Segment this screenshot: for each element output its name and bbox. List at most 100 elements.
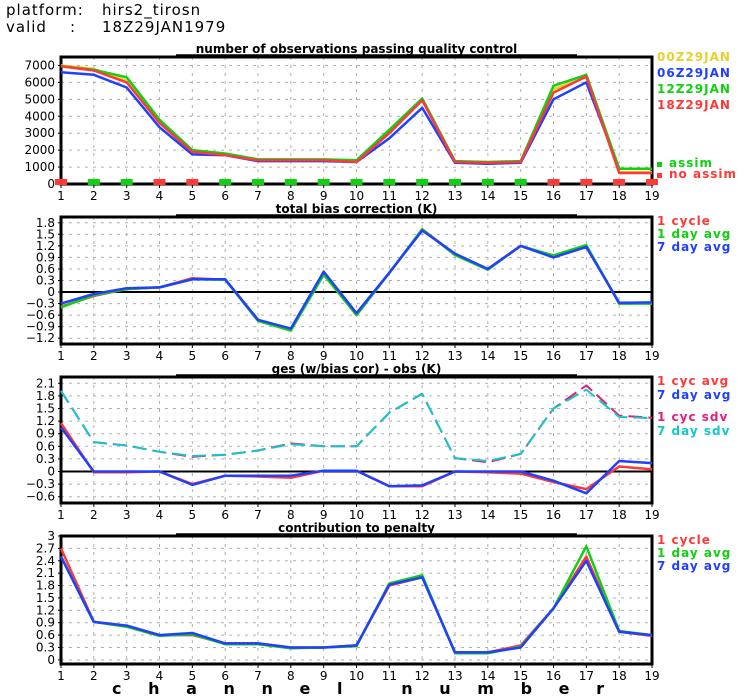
x-tick-label: 10 [349,508,364,522]
y-tick-label: 2.1 [36,566,55,580]
legend-entry: 1 day avg [657,546,731,560]
x-tick-label: 9 [320,508,328,522]
y-tick-label: 0.9 [36,250,55,264]
x-tick-label: 13 [447,508,462,522]
x-tick-label: 17 [579,189,594,203]
x-tick-label: 4 [156,349,164,363]
y-tick-label: 2000 [24,143,55,157]
assim-marker [613,179,626,185]
panel-1: number of observations passing quality c… [24,42,736,203]
y-tick-label: 1.2 [36,239,55,253]
assim-marker [646,179,658,185]
header: platform: hirs2_tirosn valid: 18Z29JAN1979 [6,2,226,36]
y-tick-label: −0.3 [26,297,55,311]
x-tick-label: 5 [189,189,197,203]
y-tick-label: 0.9 [36,427,55,441]
x-tick-label: 15 [513,669,528,683]
series-line-12z29jan [60,65,652,171]
x-tick-label: 11 [382,669,397,683]
x-tick-label: 14 [480,189,495,203]
x-axis-label: c h a n n e l n u m b e r [112,679,604,698]
x-tick-label: 11 [382,349,397,363]
assim-marker [317,179,330,185]
x-tick-label: 5 [189,349,197,363]
assim-marker [580,179,593,185]
legend-entry: 7 day sdv [657,424,730,438]
assim-marker [284,179,297,185]
x-tick-label: 14 [480,508,495,522]
x-tick-label: 8 [287,189,295,203]
valid-label: valid [6,18,47,36]
x-tick-label: 13 [447,349,462,363]
legend-entry: 1 cycle [657,533,711,547]
assim-marker [252,179,264,185]
assim-marker [416,179,429,185]
platform-value: hirs2_tirosn [102,1,202,19]
x-tick-label: 4 [156,508,164,522]
x-tick-label: 2 [90,669,98,683]
x-tick-label: 5 [189,669,197,683]
x-tick-label: 8 [287,349,295,363]
legend-entry: 1 cyc avg [657,374,729,388]
x-tick-label: 14 [480,669,495,683]
series-line-7-day-avg [59,556,653,654]
assim-marker [120,179,133,185]
platform-label: platform: [6,1,84,19]
legend-entry: 12Z29JAN [657,82,731,96]
x-tick-label: 2 [90,349,98,363]
x-tick-label: 1 [57,508,65,522]
x-tick-label: 13 [447,669,462,683]
y-tick-label: 1.2 [36,603,55,617]
x-tick-label: 3 [123,508,131,522]
legend-entry: 1 day avg [657,227,731,241]
valid-value: 18Z29JAN1979 [102,18,227,36]
assim-marker [481,179,494,185]
x-tick-label: 19 [644,669,659,683]
x-tick-label: 16 [546,349,561,363]
x-tick-label: 18 [612,669,627,683]
y-tick-label: −0.6 [26,308,55,322]
x-tick-label: 12 [415,349,430,363]
x-tick-label: 2 [90,189,98,203]
x-tick-label: 6 [221,189,229,203]
x-tick-label: 1 [57,669,65,683]
x-tick-label: 13 [447,189,462,203]
x-tick-label: 14 [480,349,495,363]
y-tick-label: 0.3 [36,274,55,288]
y-tick-label: 5000 [24,92,55,106]
x-tick-label: 19 [644,508,659,522]
y-tick-label: 0.6 [36,262,55,276]
series-line-7-day-avg [59,426,653,495]
y-tick-label: 0 [47,465,55,479]
x-tick-label: 5 [189,508,197,522]
y-tick-label: 1000 [24,160,55,174]
y-tick-label: 1.5 [36,227,55,241]
legend-entry: 7 day avg [657,388,731,402]
panel-2: total bias correction (K) −1.2−0.9−0.6−0.… [26,202,731,363]
x-tick-label: 1 [57,189,65,203]
assim-marker [514,179,527,185]
x-tick-label: 17 [579,349,594,363]
x-tick-label: 19 [644,349,659,363]
valid-row: valid: 18Z29JAN1979 [6,19,226,36]
y-tick-label: 1.8 [36,579,55,593]
x-tick-label: 8 [287,669,295,683]
x-tick-label: 16 [546,189,561,203]
x-tick-label: 10 [349,669,364,683]
series-line-7-day-sdv [60,388,653,462]
x-tick-label: 12 [415,189,430,203]
x-tick-label: 9 [320,669,328,683]
x-tick-label: 18 [612,189,627,203]
panel-title: total bias correction (K) [276,202,438,216]
x-tick-label: 10 [349,189,364,203]
assim-marker [449,179,461,185]
x-tick-label: 15 [513,508,528,522]
y-tick-label: 0.3 [36,640,55,654]
series-line-18z29jan [60,65,652,175]
legend-entry: 7 day avg [657,559,731,573]
legend-entry: 1 cycle [657,214,711,228]
y-tick-label: 0.6 [36,439,55,453]
legend-entry: 06Z29JAN [657,66,731,80]
assim-legend-swatch [657,162,662,167]
x-tick-label: 6 [221,349,229,363]
